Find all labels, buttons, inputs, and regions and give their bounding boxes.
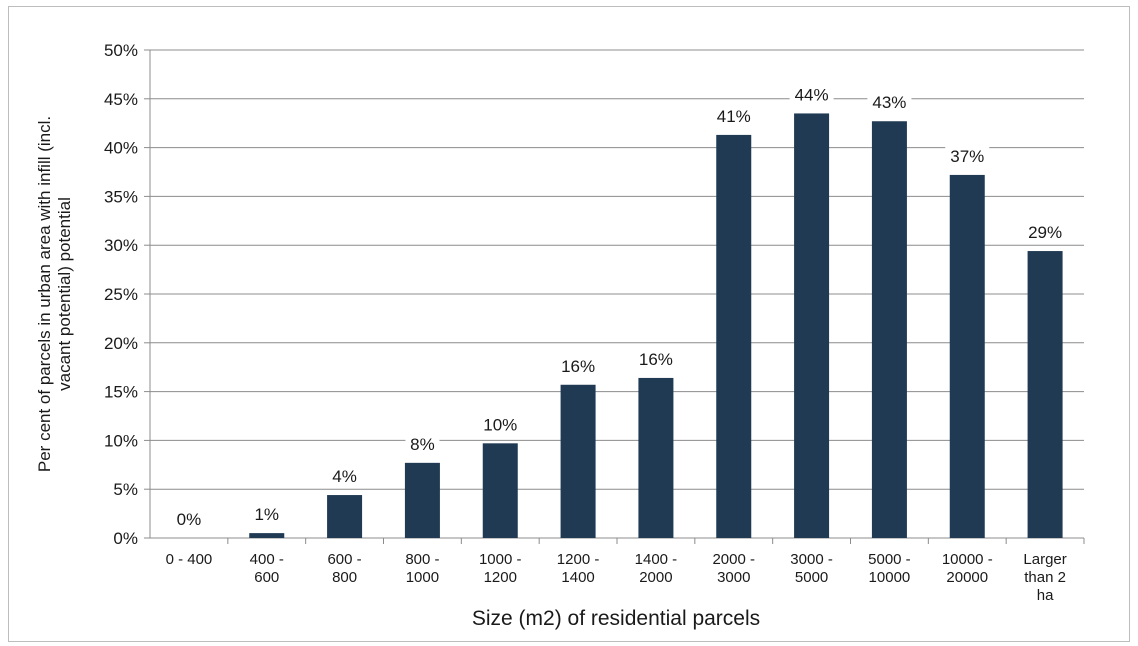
y-tick-label: 35% — [104, 187, 138, 206]
data-label-background — [711, 103, 756, 128]
data-label: 44% — [795, 85, 829, 104]
data-label: 29% — [1028, 223, 1062, 242]
x-tick-label: 400 -600 — [250, 551, 284, 586]
gridlines — [149, 49, 1084, 539]
y-tick-label: 10% — [104, 431, 138, 450]
data-label-background — [249, 502, 284, 527]
data-label: 8% — [410, 435, 435, 454]
data-label-background — [945, 143, 990, 168]
x-tick-label: 2000 -3000 — [712, 551, 755, 586]
x-axis-title: Size (m2) of residential parcels — [472, 607, 760, 630]
y-tick-label: 20% — [104, 334, 138, 353]
data-label: 16% — [561, 357, 595, 376]
bar — [638, 377, 674, 538]
data-label: 4% — [332, 467, 357, 486]
data-label-background — [556, 353, 601, 378]
bar — [560, 384, 596, 538]
x-tick-label: 3000 -5000 — [790, 551, 833, 586]
data-label-background — [171, 507, 206, 531]
data-label: 43% — [872, 93, 906, 112]
data-label: 41% — [717, 107, 751, 126]
x-axis-ticks: 0 - 400 400 -600 600 -800 800 -1000 1000 -12… — [166, 538, 1085, 604]
x-tick-label: 1000 -1200 — [479, 551, 522, 586]
y-tick-label: 15% — [104, 383, 138, 402]
data-label-background — [478, 412, 523, 437]
x-tick-label: 1200 -1400 — [557, 551, 600, 586]
y-tick-label: 0% — [113, 529, 138, 548]
x-tick-label: 5000 -10000 — [868, 551, 911, 586]
bar — [716, 134, 752, 539]
y-axis-title: Per cent of parcels in urban area with i… — [35, 116, 74, 472]
data-label-background — [327, 464, 362, 489]
bar — [1027, 251, 1063, 538]
data-label: 0% — [177, 510, 202, 529]
y-axis-ticks: 0% 5% 10% 15% 20% 25% 30% 35% 40% 45% 50% — [104, 41, 150, 548]
bar — [871, 121, 907, 539]
x-tick-label: 800 -1000 — [405, 551, 439, 586]
data-label-background — [633, 346, 678, 371]
y-tick-label: 50% — [104, 41, 138, 60]
y-tick-label: 25% — [104, 285, 138, 304]
data-label-background — [867, 90, 912, 115]
data-label: 1% — [254, 505, 279, 524]
bar — [482, 443, 518, 538]
bar — [327, 495, 363, 538]
data-label: 16% — [639, 350, 673, 369]
x-tick-label: 0 - 400 — [166, 551, 213, 568]
data-labels: 0% 1% 4% 8% 10% 16% 16% 41% 44% 43% 37% 29% — [171, 82, 1068, 531]
x-tick-label: Larger than 2 ha — [1023, 551, 1066, 604]
bar — [794, 113, 830, 538]
bar — [249, 533, 285, 538]
x-tick-label: 1400 -2000 — [635, 551, 678, 586]
bar — [404, 462, 440, 538]
y-tick-label: 40% — [104, 139, 138, 158]
data-label: 37% — [950, 147, 984, 166]
y-tick-label: 30% — [104, 236, 138, 255]
data-label-background — [1023, 220, 1068, 245]
data-label-background — [789, 82, 834, 107]
x-tick-label: 10000 -20000 — [942, 551, 993, 586]
x-tick-label: 600 -800 — [327, 551, 361, 586]
y-tick-label: 5% — [113, 480, 138, 499]
bars — [249, 113, 1063, 539]
data-label: 10% — [483, 415, 517, 434]
y-tick-label: 45% — [104, 90, 138, 109]
data-label-background — [405, 431, 440, 456]
bar — [949, 174, 985, 539]
